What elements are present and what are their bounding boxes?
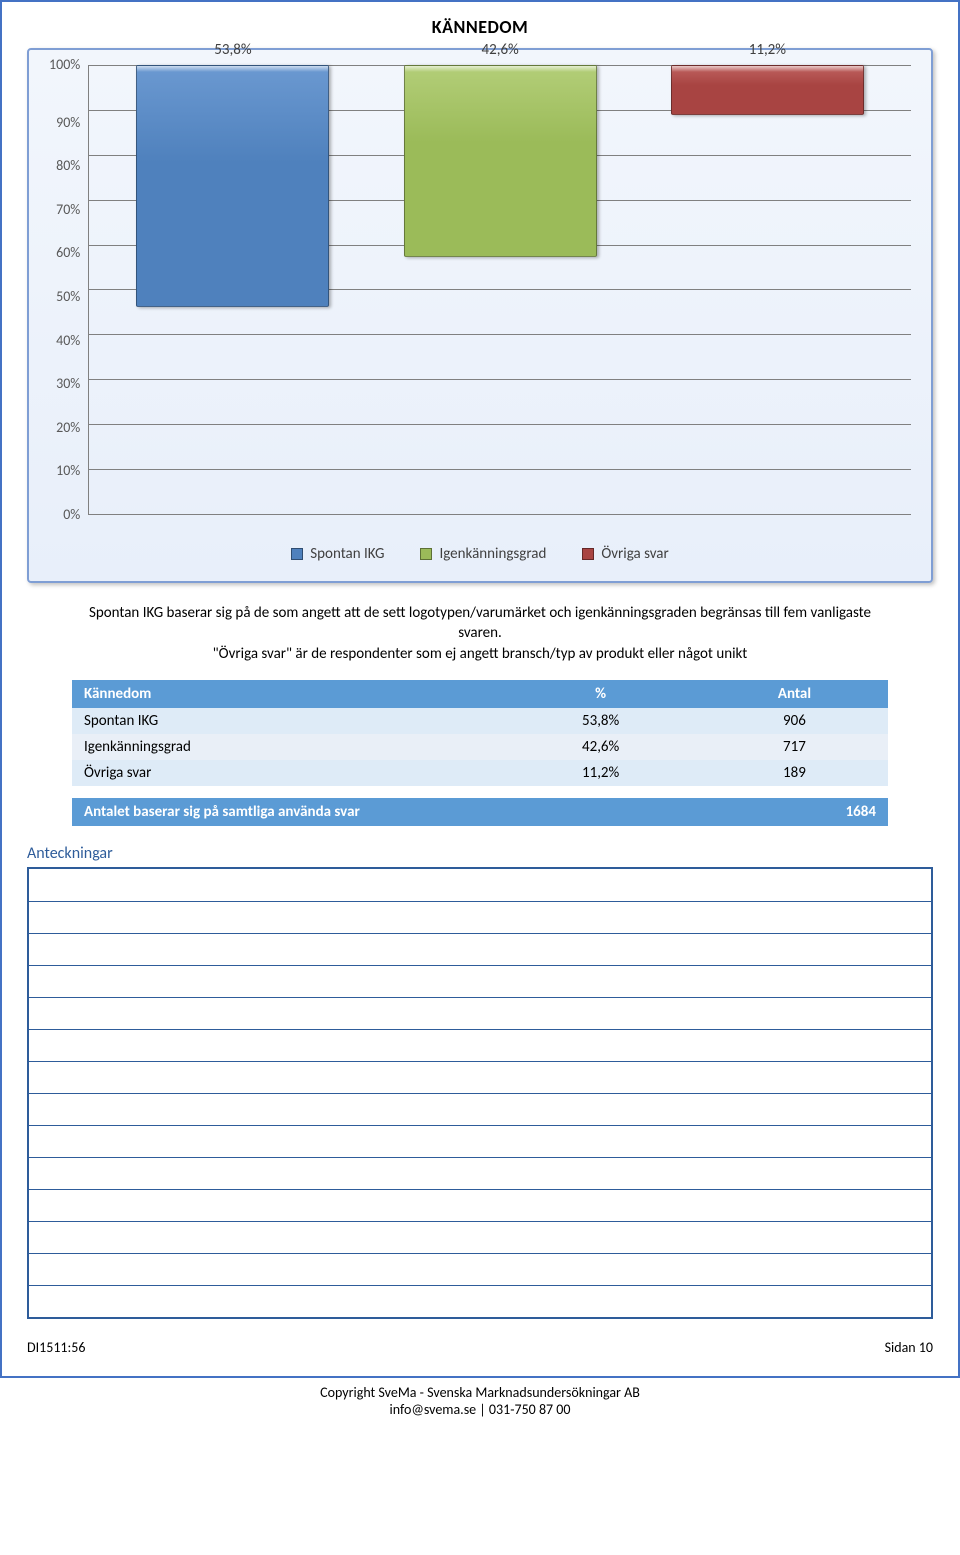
y-tick-label: 70%: [56, 203, 80, 217]
copyright-line-2: info@svema.se | 031-750 87 00: [390, 1401, 571, 1418]
notes-line: [29, 1061, 931, 1093]
legend-item: Igenkänningsgrad: [420, 545, 546, 563]
notes-line: [29, 1189, 931, 1221]
description-text-1: Spontan IKG baserar sig på de som angett…: [72, 603, 888, 664]
desc-line-2: "Övriga svar" är de respondenter som ej …: [213, 645, 748, 663]
y-axis: 100%90%80%70%60%50%40%30%20%10%0%: [49, 65, 88, 515]
bars-group: 53,8%42,6%11,2%: [89, 65, 911, 515]
col-header-count: Antal: [701, 680, 888, 708]
total-value: 1684: [768, 798, 888, 826]
copyright-block: Copyright SveMa - Svenska Marknadsunders…: [0, 1378, 960, 1421]
bar: [136, 65, 329, 307]
desc-line-1: Spontan IKG baserar sig på de som angett…: [89, 604, 871, 642]
legend-label: Igenkänningsgrad: [439, 545, 546, 563]
total-label: Antalet baserar sig på samtliga använda …: [72, 798, 768, 826]
notes-title: Anteckningar: [27, 844, 933, 863]
notes-box: [27, 867, 933, 1319]
y-tick-label: 50%: [56, 290, 80, 304]
notes-line: [29, 869, 931, 901]
data-table: Kännedom % Antal Spontan IKG53,8%906Igen…: [72, 680, 888, 786]
col-header-percent: %: [500, 680, 701, 708]
table-cell: 717: [701, 734, 888, 760]
table-row: Igenkänningsgrad42,6%717: [72, 734, 888, 760]
notes-line: [29, 901, 931, 933]
bar: [404, 65, 597, 257]
legend-label: Spontan IKG: [310, 545, 384, 563]
footer-page-num: Sidan 10: [885, 1339, 933, 1356]
bar-column: 53,8%: [121, 65, 345, 515]
table-cell: Övriga svar: [72, 760, 500, 786]
page-title: KÄNNEDOM: [2, 2, 958, 48]
y-tick-label: 0%: [63, 508, 80, 522]
copyright-line-1: Copyright SveMa - Svenska Marknadsunders…: [320, 1384, 640, 1401]
footer-doc-id: DI1511:56: [27, 1339, 85, 1356]
notes-line: [29, 965, 931, 997]
legend-item: Övriga svar: [582, 545, 668, 563]
table-row: Spontan IKG53,8%906: [72, 708, 888, 734]
chart-container: 100% 90% 80% 70% 60% 50% 40% 30% 20% 10% 0% 53,8%4…: [27, 48, 933, 583]
chart-plot: 100%90%80%70%60%50%40%30%20%10%0% 53,8%4…: [49, 65, 911, 515]
legend-label: Övriga svar: [601, 545, 668, 563]
table-cell: 906: [701, 708, 888, 734]
legend-swatch: [582, 548, 594, 560]
notes-line: [29, 1285, 931, 1317]
notes-line: [29, 1221, 931, 1253]
notes-line: [29, 1093, 931, 1125]
bar-value-label: 42,6%: [482, 41, 519, 59]
bar-value-label: 11,2%: [749, 41, 786, 59]
table-row: Övriga svar11,2%189: [72, 760, 888, 786]
y-tick-label: 40%: [56, 334, 80, 348]
chart-legend: Spontan IKG Igenkänningsgrad Övriga svar: [49, 545, 911, 563]
notes-line: [29, 933, 931, 965]
notes-line: [29, 997, 931, 1029]
table-cell: Igenkänningsgrad: [72, 734, 500, 760]
report-page: KÄNNEDOM 100% 90% 80% 70% 60% 50% 40% 30% 20% 10%…: [0, 0, 960, 1378]
y-tick-label: 90%: [56, 116, 80, 130]
bar-column: 42,6%: [388, 65, 612, 515]
bar-value-label: 53,8%: [214, 41, 251, 59]
y-tick-label: 20%: [56, 421, 80, 435]
bar-column: 11,2%: [655, 65, 879, 515]
notes-line: [29, 1125, 931, 1157]
table-cell: 53,8%: [500, 708, 701, 734]
col-header-name: Kännedom: [72, 680, 500, 708]
table-header-row: Kännedom % Antal: [72, 680, 888, 708]
table-cell: 11,2%: [500, 760, 701, 786]
plot-area: 53,8%42,6%11,2%: [88, 65, 911, 515]
y-tick-label: 100%: [49, 58, 80, 72]
table-cell: 189: [701, 760, 888, 786]
notes-line: [29, 1253, 931, 1285]
table-cell: Spontan IKG: [72, 708, 500, 734]
page-footer: DI1511:56 Sidan 10: [2, 1335, 958, 1376]
table-cell: 42,6%: [500, 734, 701, 760]
total-table: Antalet baserar sig på samtliga använda …: [72, 798, 888, 826]
chart-panel: 100% 90% 80% 70% 60% 50% 40% 30% 20% 10% 0% 53,8%4…: [27, 48, 933, 583]
total-row: Antalet baserar sig på samtliga använda …: [72, 798, 888, 826]
bar: [671, 65, 864, 115]
legend-swatch: [420, 548, 432, 560]
y-tick-label: 30%: [56, 377, 80, 391]
y-tick-label: 10%: [56, 464, 80, 478]
legend-swatch: [291, 548, 303, 560]
y-tick-label: 80%: [56, 159, 80, 173]
notes-line: [29, 1029, 931, 1061]
notes-line: [29, 1157, 931, 1189]
legend-item: Spontan IKG: [291, 545, 384, 563]
y-tick-label: 60%: [56, 246, 80, 260]
